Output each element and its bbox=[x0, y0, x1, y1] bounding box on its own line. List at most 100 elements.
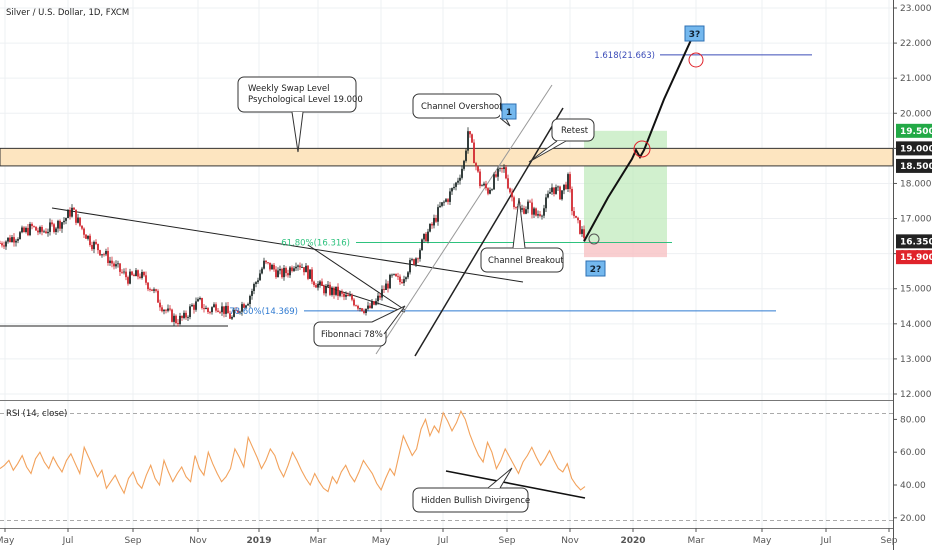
candle-body bbox=[189, 306, 191, 318]
candle-body bbox=[117, 263, 119, 265]
divergence-line bbox=[445, 470, 586, 499]
candle-body bbox=[425, 233, 427, 242]
candle-body bbox=[49, 222, 51, 232]
price-badge-label-3: 16.350 bbox=[900, 237, 932, 247]
candle-body bbox=[319, 281, 321, 284]
wedge-lower bbox=[317, 283, 406, 313]
candle-body bbox=[327, 284, 329, 287]
candle-body bbox=[399, 276, 401, 283]
candle-body bbox=[193, 304, 195, 310]
candle-body bbox=[383, 289, 385, 290]
candle-body bbox=[577, 217, 579, 221]
candle-body bbox=[181, 315, 183, 318]
price-badge-label-1: 19.000 bbox=[900, 144, 932, 154]
candle-body bbox=[19, 232, 21, 240]
channel-lower bbox=[414, 107, 564, 357]
candle-body bbox=[421, 239, 423, 251]
candle-body bbox=[227, 305, 229, 314]
candle-body bbox=[423, 233, 425, 240]
candle-body bbox=[77, 217, 79, 223]
candle-body bbox=[125, 271, 127, 278]
candle-body bbox=[525, 209, 527, 214]
callout-overshoot: Channel Overshoot bbox=[412, 93, 511, 127]
candle-body bbox=[261, 268, 263, 274]
candle-body bbox=[415, 258, 417, 265]
price-axis[interactable]: 12.00013.00014.00015.00016.00017.00018.0… bbox=[893, 4, 932, 400]
candle-body bbox=[105, 250, 107, 255]
candle-body bbox=[291, 267, 293, 271]
x-tick-label-12: May bbox=[753, 536, 772, 546]
candle-body bbox=[141, 272, 143, 278]
candle-body bbox=[159, 302, 161, 308]
candle-body bbox=[147, 282, 149, 290]
candle-body bbox=[439, 205, 441, 208]
level-label-2: 78.60%(14.369) bbox=[229, 307, 298, 317]
target-circle bbox=[688, 52, 704, 68]
candle-body bbox=[413, 259, 415, 265]
grid bbox=[0, 0, 893, 528]
candle-body bbox=[469, 131, 471, 135]
candle-body bbox=[543, 208, 545, 216]
level-label-0: 1.618(21.663) bbox=[594, 51, 655, 61]
svg-text:3?: 3? bbox=[689, 30, 700, 40]
candle-body bbox=[243, 304, 245, 308]
candle-body bbox=[309, 269, 311, 279]
candle-body bbox=[453, 186, 455, 189]
candle-body bbox=[75, 209, 77, 223]
price-badge-3 bbox=[896, 234, 932, 249]
candle-body bbox=[39, 226, 41, 233]
candle-body bbox=[549, 192, 551, 194]
x-tick-label-5: Mar bbox=[310, 536, 327, 546]
x-tick-label-9: Nov bbox=[561, 536, 579, 546]
price-badge-label-4: 15.900 bbox=[900, 253, 932, 263]
candle-body bbox=[87, 235, 89, 239]
annotation-weekly-swap: Weekly Swap Level bbox=[248, 84, 329, 94]
candle-body bbox=[531, 202, 533, 215]
candle-body bbox=[449, 191, 451, 202]
candle-body bbox=[393, 273, 395, 275]
candle-body bbox=[307, 265, 309, 279]
time-axis[interactable]: May Jul Sep Nov 2019 Mar May Jul Sep Nov 2020 Mar Ma… bbox=[0, 528, 898, 546]
candle-body bbox=[251, 290, 253, 296]
candle-body bbox=[121, 271, 123, 273]
candle-body bbox=[355, 305, 357, 307]
candle-body bbox=[391, 274, 393, 276]
candle-body bbox=[221, 306, 223, 313]
candle-body bbox=[257, 280, 259, 283]
candle-body bbox=[427, 231, 429, 242]
candle-body bbox=[373, 301, 375, 305]
candle-body bbox=[305, 265, 307, 273]
candle-body bbox=[571, 188, 573, 212]
candle-body bbox=[485, 183, 487, 189]
candle-body bbox=[149, 289, 151, 290]
callout-divergence: Hidden Bullish Divirgence bbox=[412, 467, 530, 513]
candle-body bbox=[233, 309, 235, 317]
candle-body bbox=[223, 306, 225, 314]
candle-body bbox=[185, 312, 187, 318]
candle-body bbox=[33, 226, 35, 227]
candle-body bbox=[67, 210, 69, 219]
candle-body bbox=[83, 228, 85, 235]
candle-body bbox=[445, 199, 447, 202]
rsi-axis[interactable]: 20.00 40.00 60.00 80.00 bbox=[893, 415, 926, 524]
candle-body bbox=[341, 291, 343, 294]
rsi-tick-label-1: 40.00 bbox=[900, 481, 926, 491]
candle-body bbox=[397, 276, 399, 278]
candle-body bbox=[241, 304, 243, 312]
candle-body bbox=[253, 283, 255, 291]
candle-body bbox=[573, 211, 575, 216]
candle-body bbox=[61, 222, 63, 229]
candle-body bbox=[273, 264, 275, 270]
candle-body bbox=[511, 192, 513, 198]
price-badge-2 bbox=[896, 158, 932, 173]
candle-body bbox=[5, 241, 7, 247]
y-tick-label-9: 21.000 bbox=[900, 74, 932, 84]
candle-body bbox=[63, 220, 65, 223]
rsi-tick-label-0: 20.00 bbox=[900, 514, 926, 524]
target-zone bbox=[584, 130, 667, 242]
candle-body bbox=[207, 307, 209, 312]
candle-body bbox=[37, 230, 39, 233]
rsi-title: RSI (14, close) bbox=[6, 409, 67, 419]
wedge-upper bbox=[307, 244, 406, 311]
